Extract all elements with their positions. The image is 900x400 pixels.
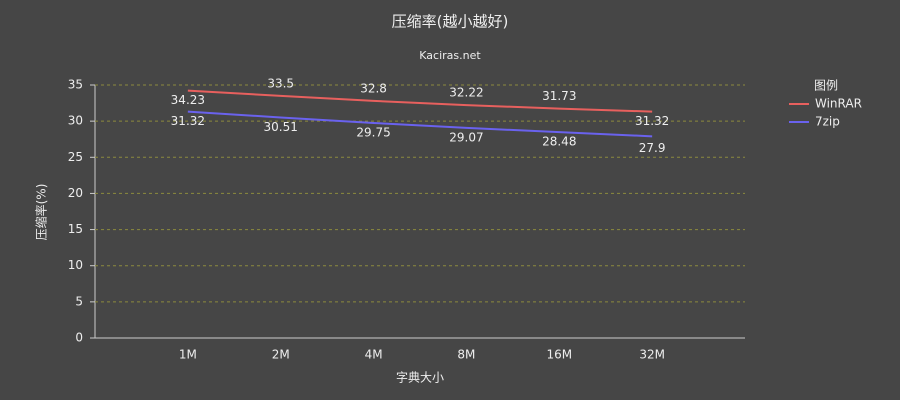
x-tick-label: 8M <box>457 348 475 362</box>
data-label: 32.8 <box>360 81 387 95</box>
legend-label: 7zip <box>815 115 840 129</box>
y-axis-label: 压缩率(%) <box>34 184 49 241</box>
series-line <box>187 89 653 113</box>
data-label: 31.32 <box>171 114 205 128</box>
y-tick-label: 15 <box>68 222 83 236</box>
legend-title: 图例 <box>814 79 838 93</box>
data-label: 31.73 <box>542 89 576 103</box>
y-tick-label: 10 <box>68 258 83 272</box>
data-label: 31.32 <box>635 114 669 128</box>
series-line <box>187 110 653 138</box>
chart-subtitle: Kaciras.net <box>419 49 481 62</box>
legend-label: WinRAR <box>815 97 862 111</box>
data-label: 29.07 <box>449 130 483 144</box>
x-tick-label: 1M <box>179 348 197 362</box>
data-label: 32.22 <box>449 86 483 100</box>
y-tick-label: 20 <box>68 186 83 200</box>
y-tick-label: 35 <box>68 78 83 92</box>
data-label: 33.5 <box>267 76 294 90</box>
chart-title: 压缩率(越小越好) <box>392 13 509 31</box>
x-tick-label: 4M <box>365 348 383 362</box>
x-tick-label: 32M <box>639 348 665 362</box>
y-tick-label: 5 <box>75 294 83 308</box>
y-tick-label: 0 <box>75 331 83 345</box>
y-tick-label: 25 <box>68 150 83 164</box>
x-axis-label: 字典大小 <box>396 370 444 385</box>
data-label: 28.48 <box>542 135 576 149</box>
x-tick-label: 2M <box>272 348 290 362</box>
x-tick-label: 16M <box>546 348 572 362</box>
y-tick-label: 30 <box>68 114 83 128</box>
data-label: 29.75 <box>356 125 390 139</box>
data-label: 27.9 <box>639 141 666 155</box>
data-label: 34.23 <box>171 93 205 107</box>
data-label: 30.51 <box>264 120 298 134</box>
